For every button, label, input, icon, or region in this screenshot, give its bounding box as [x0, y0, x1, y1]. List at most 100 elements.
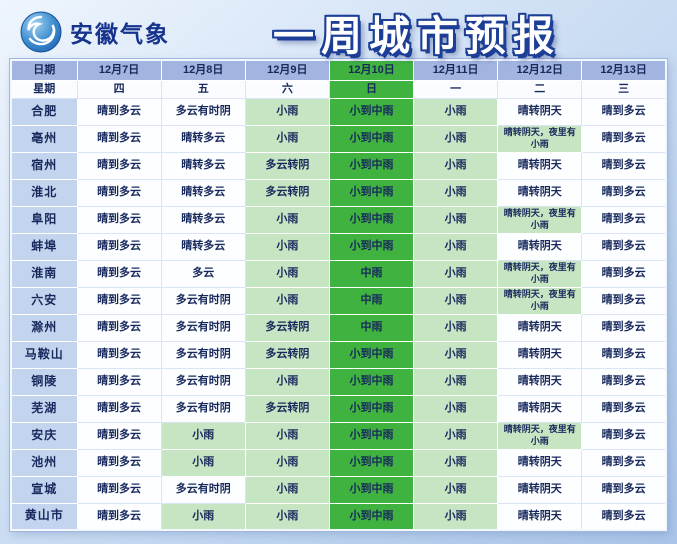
- forecast-cell: 晴转阴天: [497, 394, 583, 423]
- forecast-cell: 多云转阴: [244, 394, 330, 423]
- city-name: 淮南: [10, 259, 78, 288]
- forecast-cell: 晴到多云: [76, 178, 162, 207]
- forecast-cell: 晴转阴天: [497, 367, 583, 396]
- forecast-cell: 小雨: [413, 340, 499, 369]
- forecast-cell: 晴到多云: [76, 151, 162, 180]
- forecast-cell: 小到中雨: [328, 151, 415, 180]
- forecast-cell: 小雨: [413, 232, 499, 261]
- forecast-cell: 晴到多云: [76, 232, 162, 261]
- city-name: 铜陵: [10, 367, 78, 396]
- forecast-cell: 小到中雨: [328, 448, 415, 477]
- forecast-cell: 晴到多云: [76, 259, 162, 288]
- city-row: 蚌埠 晴到多云 晴转多云 小雨 小到中雨 小雨 晴转阴天 晴到多云: [10, 232, 667, 261]
- forecast-cell: 小雨: [413, 97, 499, 126]
- forecast-cell: 小雨: [413, 421, 499, 450]
- forecast-cell: 晴到多云: [581, 124, 667, 153]
- forecast-cell: 中雨: [328, 313, 415, 342]
- city-row: 黄山市 晴到多云 小雨 小雨 小到中雨 小雨 晴转阴天 晴到多云: [10, 502, 667, 531]
- forecast-cell: 小雨: [413, 475, 499, 504]
- forecast-cell: 晴到多云: [581, 502, 667, 531]
- page-title: 一周城市预报: [273, 13, 561, 59]
- date-header: 12月10日: [328, 59, 415, 81]
- forecast-cell: 晴到多云: [581, 232, 667, 261]
- city-name: 淮北: [10, 178, 78, 207]
- brand-name: 安徽气象: [70, 21, 170, 47]
- forecast-cell: 小到中雨: [328, 367, 415, 396]
- date-header: 12月9日: [244, 59, 330, 81]
- forecast-cell: 晴到多云: [76, 475, 162, 504]
- forecast-cell: 晴到多云: [581, 259, 667, 288]
- forecast-cell: 多云转阴: [244, 151, 330, 180]
- forecast-cell: 晴到多云: [581, 97, 667, 126]
- city-name: 亳州: [10, 124, 78, 153]
- forecast-cell: 多云有时阴: [160, 394, 246, 423]
- forecast-cell: 小到中雨: [328, 421, 415, 450]
- city-row: 阜阳 晴到多云 晴转多云 小雨 小到中雨 小雨 晴转阴天，夜里有小雨 晴到多云: [10, 205, 667, 234]
- forecast-cell: 小雨: [244, 232, 330, 261]
- forecast-cell: 小雨: [160, 421, 246, 450]
- forecast-cell: 小雨: [244, 502, 330, 531]
- city-name: 滁州: [10, 313, 78, 342]
- date-row-label: 日期: [10, 59, 78, 81]
- city-row: 淮南 晴到多云 多云 小雨 中雨 小雨 晴转阴天，夜里有小雨 晴到多云: [10, 259, 667, 288]
- weekday-cell: 五: [160, 79, 246, 99]
- forecast-cell: 晴到多云: [581, 448, 667, 477]
- forecast-cell: 晴到多云: [76, 367, 162, 396]
- forecast-cell: 晴到多云: [581, 475, 667, 504]
- forecast-cell: 小雨: [244, 286, 330, 315]
- forecast-cell: 晴到多云: [581, 151, 667, 180]
- weekday-cell: 三: [581, 79, 667, 99]
- forecast-cell: 晴到多云: [76, 448, 162, 477]
- forecast-cell: 小雨: [413, 313, 499, 342]
- forecast-cell: 晴到多云: [76, 394, 162, 423]
- date-header: 12月13日: [581, 59, 667, 81]
- forecast-cell: 小雨: [244, 367, 330, 396]
- date-header: 12月11日: [413, 59, 499, 81]
- city-row: 安庆 晴到多云 小雨 小雨 小到中雨 小雨 晴转阴天，夜里有小雨 晴到多云: [10, 421, 667, 450]
- city-row: 淮北 晴到多云 晴转多云 多云转阴 小到中雨 小雨 晴转阴天 晴到多云: [10, 178, 667, 207]
- weekday-cell: 二: [497, 79, 583, 99]
- forecast-cell: 晴到多云: [581, 394, 667, 423]
- forecast-cell: 小到中雨: [328, 205, 415, 234]
- forecast-cell: 多云有时阴: [160, 340, 246, 369]
- weekday-cell: 四: [76, 79, 162, 99]
- forecast-cell: 多云有时阴: [160, 313, 246, 342]
- forecast-cell: 小到中雨: [328, 502, 415, 531]
- forecast-cell: 小雨: [413, 502, 499, 531]
- forecast-table: 日期 12月7日 12月8日 12月9日 12月10日 12月11日 12月12日 12月13…: [10, 59, 667, 531]
- forecast-cell: 小到中雨: [328, 475, 415, 504]
- forecast-cell: 晴到多云: [581, 340, 667, 369]
- city-name: 阜阳: [10, 205, 78, 234]
- city-row: 池州 晴到多云 小雨 小雨 小到中雨 小雨 晴转阴天 晴到多云: [10, 448, 667, 477]
- forecast-cell: 晴到多云: [76, 421, 162, 450]
- forecast-cell: 晴到多云: [581, 205, 667, 234]
- forecast-cell: 多云: [160, 259, 246, 288]
- forecast-cell: 晴转多云: [160, 178, 246, 207]
- forecast-cell: 晴到多云: [581, 421, 667, 450]
- forecast-cell: 晴到多云: [581, 178, 667, 207]
- date-header: 12月8日: [160, 59, 246, 81]
- forecast-cell: 小雨: [244, 421, 330, 450]
- forecast-cell: 晴转阴天，夜里有小雨: [497, 421, 583, 450]
- forecast-cell: 晴到多云: [76, 205, 162, 234]
- date-header: 12月7日: [76, 59, 162, 81]
- city-name: 六安: [10, 286, 78, 315]
- forecast-cell: 晴转阴天: [497, 313, 583, 342]
- forecast-cell: 小雨: [413, 124, 499, 153]
- forecast-body: 合肥 晴到多云 多云有时阴 小雨 小到中雨 小雨 晴转阴天 晴到多云 亳州 晴到多云 晴转多云 小雨小…: [10, 97, 667, 531]
- forecast-cell: 晴转多云: [160, 124, 246, 153]
- forecast-cell: 晴转阴天，夜里有小雨: [497, 259, 583, 288]
- forecast-cell: 中雨: [328, 286, 415, 315]
- forecast-cell: 小到中雨: [328, 340, 415, 369]
- forecast-cell: 晴转阴天，夜里有小雨: [497, 286, 583, 315]
- forecast-cell: 晴到多云: [76, 124, 162, 153]
- city-row: 铜陵 晴到多云 多云有时阴 小雨 小到中雨 小雨 晴转阴天 晴到多云: [10, 367, 667, 396]
- forecast-cell: 晴转阴天: [497, 502, 583, 531]
- city-name: 黄山市: [10, 502, 78, 531]
- forecast-cell: 晴到多云: [76, 313, 162, 342]
- forecast-cell: 小雨: [413, 448, 499, 477]
- forecast-cell: 晴转阴天: [497, 97, 583, 126]
- forecast-cell: 小到中雨: [328, 97, 415, 126]
- forecast-cell: 晴转多云: [160, 232, 246, 261]
- forecast-cell: 小雨: [244, 97, 330, 126]
